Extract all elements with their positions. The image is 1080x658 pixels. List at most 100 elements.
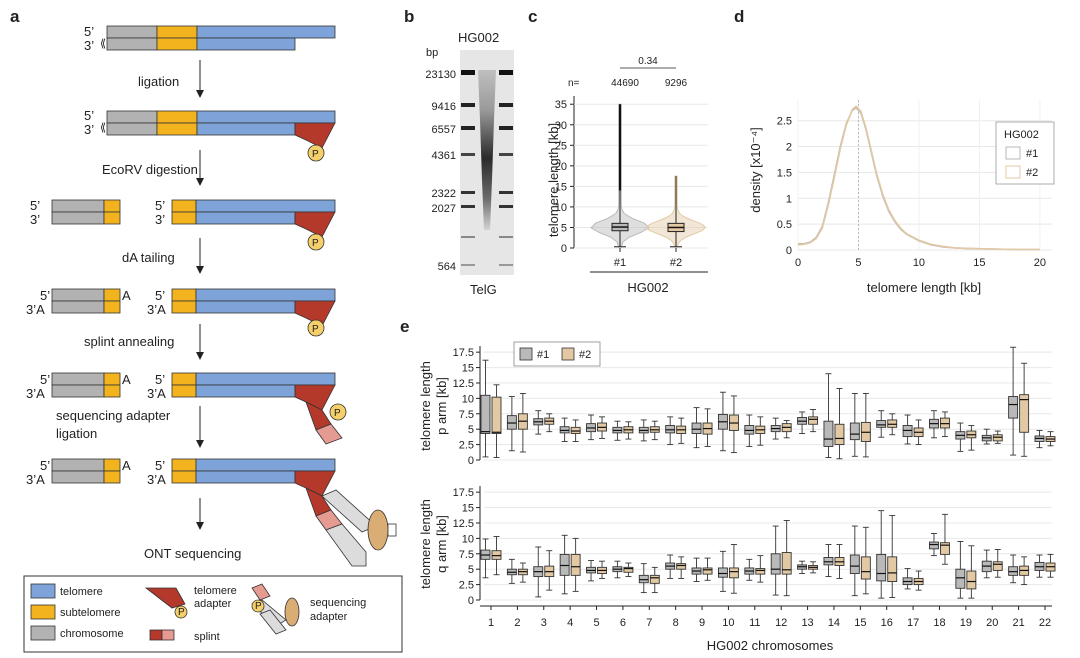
d-x-tick-label: 10 [913, 257, 925, 269]
e-x-tick-label: 20 [986, 617, 998, 629]
p-box-rect [570, 426, 581, 434]
stage-3-construct: 5’ 3’ 5’ 3’ P [30, 198, 336, 251]
legend-adapter-shape [144, 587, 186, 609]
e-x-tick-label: 19 [960, 617, 972, 629]
e-x-tick-label: 17 [907, 617, 919, 629]
stage-2-construct: 5’ 3’ ⟪ P [84, 108, 336, 162]
box-axes: 02.557.51012.51517.502.557.51012.51517.5… [453, 346, 1052, 629]
c-y-tick-label: 25 [555, 140, 567, 152]
step-seq-adapter: sequencing adapter [56, 408, 171, 423]
chromosome-segment [106, 37, 158, 51]
gel-band [499, 191, 513, 194]
e-x-tick-label: 3 [541, 617, 547, 629]
marker-2322: 2322 [432, 188, 456, 200]
strand-3a-label: 3’A [147, 472, 166, 487]
splint-light-shape [315, 423, 343, 445]
q-y-tick-label: 15 [462, 503, 474, 515]
d-y-tick-label: 2 [786, 142, 792, 154]
strand-3a-label: 3’A [26, 302, 45, 317]
strand-3-label: 3’ [30, 212, 40, 227]
telomere-segment [195, 384, 296, 398]
e-legend: #1 #2 [513, 341, 601, 367]
panel-c: c n= 44690 9296 0.34 telomere length [kb… [528, 7, 708, 295]
e-x-tick-label: 8 [673, 617, 679, 629]
density-line-2 [797, 105, 1040, 251]
phosphate-icon [307, 144, 325, 162]
p-box-rect [902, 425, 913, 438]
e-x-tick-label: 4 [567, 617, 573, 629]
chromosome-segment [51, 470, 105, 484]
marker-2027: 2027 [432, 203, 456, 215]
gel-probe-label: TelG [470, 282, 497, 297]
chromosome-segment [106, 122, 158, 136]
strand-3a-label: 3’A [147, 386, 166, 401]
subtelomere-segment [156, 37, 198, 51]
d-xlabel: telomere length [kb] [867, 280, 981, 295]
marker-4361: 4361 [432, 150, 456, 162]
e-x-tick-label: 13 [801, 617, 813, 629]
panel-a: a 5’ 3’ ⟪ ligation 5’ 3’ ⟪ [10, 7, 403, 653]
e-x-tick-label: 9 [699, 617, 705, 629]
p-box-rect [823, 420, 834, 447]
c-y-tick-label: 5 [561, 222, 567, 234]
q-box-rect [876, 553, 887, 582]
panel-d: d density [x10⁻⁴] 0 0.5 1 1.5 2 2.5 0 5 10 15 20 t… [734, 7, 1055, 295]
legend-telomere-adapter-2: adapter [194, 598, 232, 610]
panel-b-letter: b [404, 7, 414, 26]
subtelomere-segment [156, 25, 198, 39]
legend-swatch-subtelomere [30, 604, 56, 620]
strand-3-label: 3’ [84, 38, 94, 53]
e-x-tick-label: 12 [775, 617, 787, 629]
marker-23130: 23130 [425, 69, 456, 81]
panel-a-legend: telomere subtelomere chromosome P telome… [23, 575, 403, 653]
e-ylabel-q-1: telomere length [418, 499, 433, 589]
p-box-rect [665, 425, 676, 434]
c-x-tick-label: #1 [614, 257, 626, 269]
e-x-tick-label: 2 [514, 617, 520, 629]
box-marks [480, 346, 1056, 599]
p-box-rect [992, 434, 1003, 442]
marker-9416: 9416 [432, 101, 456, 113]
step-ligation: ligation [138, 74, 179, 89]
legend-splint-dark [149, 629, 163, 641]
phosphate-icon [307, 319, 325, 337]
arrow-head [196, 90, 204, 98]
chromosome-segment [51, 372, 105, 386]
subtelomere-segment [171, 288, 197, 302]
panel-e-letter: e [400, 317, 409, 336]
marker-564: 564 [438, 261, 456, 273]
q-y-tick-label: 12.5 [453, 518, 474, 530]
arrow-head [196, 178, 204, 186]
marker-6557: 6557 [432, 124, 456, 136]
marker-labels: 23130 9416 6557 4361 2322 2027 564 [425, 69, 456, 273]
q-y-tick-label: 2.5 [459, 580, 474, 592]
subtelomere-segment [171, 384, 197, 398]
panel-b: b HG002 bp 23130 9416 6557 4361 2322 202… [404, 7, 514, 297]
arrow-head [196, 440, 204, 448]
d-ylabel: density [x10⁻⁴] [748, 127, 763, 212]
p-y-tick-label: 7.5 [459, 409, 474, 421]
strand-3-label: 3’ [155, 212, 165, 227]
n-value-2: 9296 [665, 78, 688, 89]
p-box-rect [940, 417, 950, 429]
tail-a-label: A [122, 372, 131, 387]
stage-1-construct: 5’ 3’ ⟪ [84, 24, 336, 53]
d-y-tick-label: 0 [786, 245, 792, 257]
d-legend-swatch-1 [1005, 146, 1021, 160]
q-box-rect [966, 570, 977, 590]
p-y-tick-label: 17.5 [453, 347, 474, 359]
chromosome-segment [106, 25, 158, 39]
q-box-rect [702, 567, 713, 575]
legend-seq-strand2-icon [259, 609, 287, 635]
p-y-tick-label: 12.5 [453, 378, 474, 390]
c-xlabel: HG002 [627, 280, 668, 295]
d-y-tick-label: 2.5 [777, 116, 792, 128]
gel-band [499, 70, 513, 75]
gel-band [461, 236, 475, 238]
q-box-rect [860, 556, 871, 580]
q-box-rect [929, 541, 939, 550]
e-legend-item-2: #2 [579, 349, 591, 361]
strand-5-label: 5’ [155, 288, 165, 303]
q-y-tick-label: 10 [462, 533, 474, 545]
gel-band [499, 236, 513, 238]
